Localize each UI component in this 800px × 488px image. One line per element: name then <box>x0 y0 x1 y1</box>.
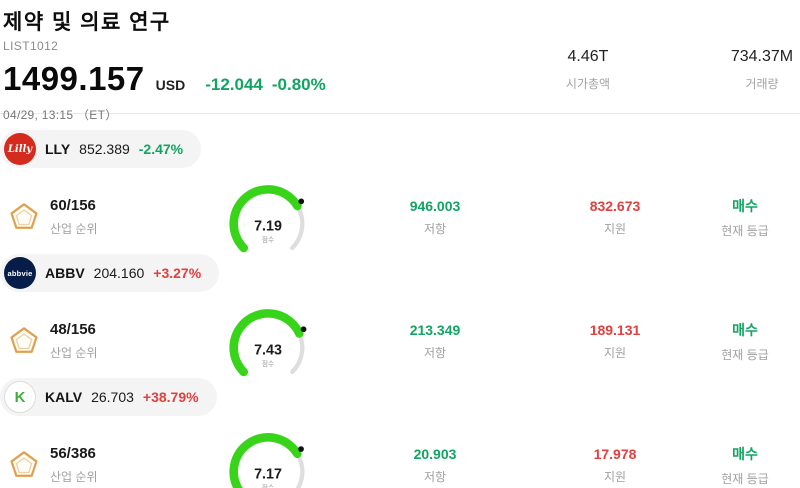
stock-header[interactable]: Lilly LLY 852.389 -2.47% <box>0 130 202 168</box>
resistance-label: 저항 <box>423 345 447 360</box>
current-rating-cell: 매수 현재 등급 <box>690 444 800 487</box>
rating-value: 매수 <box>732 321 758 338</box>
index-change-pct: -0.80% <box>271 75 326 94</box>
stock-row: Lilly LLY 852.389 -2.47% 60/156 산업 순위 7.… <box>0 114 800 253</box>
stock-row: K KALV 26.703 +38.79% 56/386 산업 순위 7.17 점… <box>0 362 800 488</box>
pentagon-badge-icon <box>10 203 38 229</box>
resistance-value: 946.003 <box>409 197 461 214</box>
industry-rank-text: 48/156 산업 순위 <box>50 321 98 361</box>
page-title: 제약 및 의료 연구 <box>3 11 171 34</box>
stock-logo-icon: K <box>4 381 36 413</box>
stock-header[interactable]: abbvie ABBV 204.160 +3.27% <box>0 254 220 292</box>
stock-change: -2.47% <box>138 141 184 157</box>
support-value: 832.673 <box>589 197 641 214</box>
rating-label: 현재 등급 <box>721 223 769 238</box>
support-value: 189.131 <box>589 321 641 338</box>
svg-text:점수: 점수 <box>261 236 273 244</box>
pentagon-badge-icon <box>10 451 38 477</box>
industry-rank-value: 60/156 <box>50 197 96 214</box>
market-cap-stat: 4.46T 시가총액 <box>526 48 650 92</box>
volume-value: 734.37M <box>730 48 794 65</box>
support-cell: 17.978 지원 <box>540 446 690 485</box>
index-price: 1499.157 <box>3 60 145 97</box>
current-rating-cell: 매수 현재 등급 <box>690 196 800 239</box>
current-rating-cell: 매수 현재 등급 <box>690 320 800 363</box>
score-gauge-icon: 7.17 점수 <box>228 433 304 488</box>
stock-detail: 56/386 산업 순위 7.17점수 20.903 저항 17.978 지원 … <box>0 424 800 488</box>
stock-detail: 48/156 산업 순위 7.43 점수 213.349 저항 189.131 지… <box>0 300 800 377</box>
market-cap-value: 4.46T <box>567 48 609 65</box>
stock-ticker: LLY <box>45 141 71 157</box>
stock-logo-text: Lilly <box>7 143 33 155</box>
industry-rank-text: 60/156 산업 순위 <box>50 197 98 237</box>
list-id: LIST1012 <box>3 39 59 53</box>
rating-label: 현재 등급 <box>721 347 769 362</box>
stock-detail: 60/156 산업 순위 7.19 점수 946.003 저항 832.673 지… <box>0 176 800 253</box>
support-cell: 189.131 지원 <box>540 322 690 361</box>
stock-logo-text: abbvie <box>7 268 33 278</box>
industry-rank-cell: 48/156 산업 순위 <box>0 321 205 361</box>
industry-rank-text: 56/386 산업 순위 <box>50 445 98 485</box>
score-gauge-cell: 7.17 점수 <box>205 424 330 488</box>
support-value: 17.978 <box>593 445 637 462</box>
index-price-row: 1499.157 USD -12.044 -0.80% <box>3 60 800 98</box>
rating-label: 현재 등급 <box>721 471 769 486</box>
industry-rank-value: 48/156 <box>50 321 96 338</box>
support-label: 지원 <box>603 221 627 236</box>
svg-text:7.43: 7.43 <box>254 342 282 358</box>
score-gauge-icon: 7.43 점수 <box>228 309 306 377</box>
score-gauge-icon: 7.19 점수 <box>228 185 304 253</box>
volume-label: 거래량 <box>745 77 779 91</box>
stock-row: abbvie ABBV 204.160 +3.27% 48/156 산업 순위 … <box>0 238 800 377</box>
stock-price: 204.160 <box>93 265 145 281</box>
stock-logo-text: K <box>14 388 26 406</box>
stock-logo-icon: Lilly <box>4 133 36 165</box>
stock-change: +38.79% <box>142 389 199 405</box>
industry-rank-cell: 56/386 산업 순위 <box>0 445 205 485</box>
resistance-value: 20.903 <box>413 445 457 462</box>
industry-rank-label: 산업 순위 <box>50 470 98 484</box>
stock-price: 26.703 <box>91 389 134 405</box>
stock-ticker: ABBV <box>45 265 85 281</box>
rating-value: 매수 <box>732 445 758 462</box>
stock-change: +3.27% <box>153 265 202 281</box>
index-change-abs: -12.044 <box>205 75 263 94</box>
stock-ticker: KALV <box>45 389 83 405</box>
industry-rank-label: 산업 순위 <box>50 346 98 360</box>
resistance-label: 저항 <box>423 469 447 484</box>
resistance-cell: 946.003 저항 <box>330 198 540 237</box>
resistance-cell: 213.349 저항 <box>330 322 540 361</box>
svg-text:7.19: 7.19 <box>254 218 282 234</box>
currency-label: USD <box>155 77 186 93</box>
resistance-cell: 20.903 저항 <box>330 446 540 485</box>
resistance-value: 213.349 <box>409 321 461 338</box>
stock-header[interactable]: K KALV 26.703 +38.79% <box>0 378 217 416</box>
volume-stat: 734.37M 거래량 <box>712 48 800 92</box>
support-label: 지원 <box>603 469 627 484</box>
support-cell: 832.673 지원 <box>540 198 690 237</box>
svg-text:7.17: 7.17 <box>254 466 282 482</box>
stock-logo-icon: abbvie <box>4 257 36 289</box>
support-label: 지원 <box>603 345 627 360</box>
rating-value: 매수 <box>732 197 758 214</box>
market-cap-label: 시가총액 <box>565 77 611 91</box>
score-gauge-cell: 7.19 점수 <box>205 176 330 258</box>
svg-text:점수: 점수 <box>261 360 273 368</box>
industry-rank-cell: 60/156 산업 순위 <box>0 197 205 237</box>
header: 제약 및 의료 연구 LIST1012 1499.157 USD -12.044… <box>0 0 800 122</box>
resistance-label: 저항 <box>423 221 447 236</box>
stock-price: 852.389 <box>79 141 130 157</box>
svg-text:점수: 점수 <box>261 484 273 488</box>
score-gauge-cell: 7.43 점수 <box>205 300 330 382</box>
pentagon-badge-icon <box>10 327 38 353</box>
industry-rank-value: 56/386 <box>50 445 96 462</box>
datetime: 04/29, 13:15 （ET） <box>3 108 118 122</box>
stock-list: Lilly LLY 852.389 -2.47% 60/156 산업 순위 7.… <box>0 114 800 488</box>
industry-rank-label: 산업 순위 <box>50 222 98 236</box>
